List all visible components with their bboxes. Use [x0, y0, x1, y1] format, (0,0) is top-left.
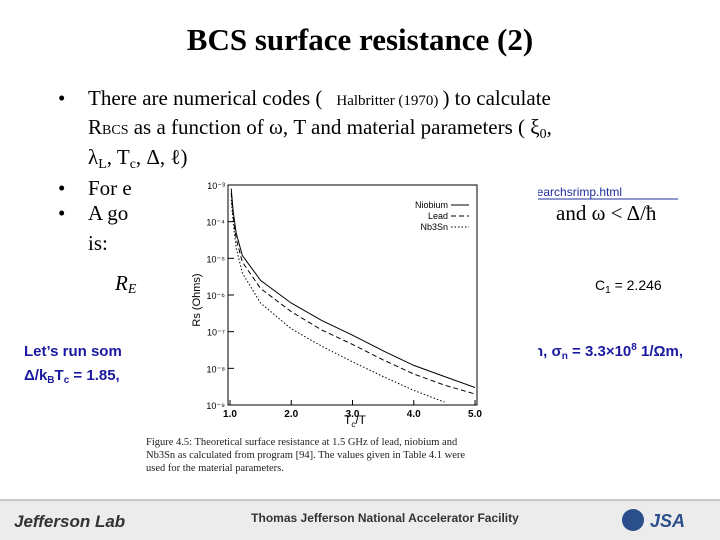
- figure-background: [148, 172, 538, 482]
- series-line: [230, 193, 476, 395]
- series-line: [230, 199, 445, 403]
- formula-constant: C1 = 2.246: [595, 277, 662, 296]
- text: There are numerical codes (: [88, 86, 322, 110]
- text: n, σn = 3.3×108 1/Ωm,: [534, 342, 683, 362]
- subscript: c: [351, 420, 355, 429]
- caption: Nb3Sn as calculated from program [94]. T…: [146, 450, 465, 461]
- link[interactable]: e/researchsrimp.html: [510, 185, 622, 199]
- text: = 1.85,: [69, 367, 119, 384]
- x-tick-label: 4.0: [407, 409, 421, 420]
- bullet: •: [58, 201, 65, 225]
- text: R: [114, 271, 128, 295]
- legend-label: Niobium: [415, 200, 448, 210]
- text: For e: [88, 176, 132, 200]
- subscript: 1: [605, 285, 611, 296]
- y-tick-label: 10⁻⁵: [207, 254, 226, 264]
- bullet: •: [58, 176, 65, 200]
- subscript: c: [64, 375, 70, 386]
- text: λL, Tc, Δ, ℓ): [88, 145, 187, 172]
- bullet: •: [58, 86, 65, 110]
- text: ,: [547, 115, 552, 139]
- text: C: [595, 277, 605, 293]
- y-tick-label: 10⁻³: [207, 181, 225, 191]
- text: /T: [355, 413, 366, 427]
- y-tick-label: 10⁻⁴: [206, 218, 225, 228]
- figure: 10⁻⁹ 10⁻⁸ 10⁻⁷ 10⁻⁶ 10⁻⁵ 10⁻⁴ 10⁻³ 1.0 2.0 3.0 4.0…: [206, 181, 482, 420]
- footer-lab: Jefferson Lab: [14, 512, 125, 531]
- text: = 2.246: [611, 277, 662, 293]
- legend-label: Lead: [428, 211, 448, 221]
- subscript: c: [130, 157, 136, 172]
- text: = 3.3×10: [568, 343, 631, 360]
- footer-bar: [0, 500, 720, 540]
- y-tick-label: 10⁻⁸: [206, 364, 225, 374]
- legend-label: Nb3Sn: [420, 222, 448, 232]
- text: Let’s run som: [24, 343, 122, 360]
- text: There are numerical codes ( Halbritter (1…: [88, 86, 551, 110]
- reference: Halbritter (1970): [336, 93, 438, 109]
- caption: used for the material parameters.: [146, 463, 284, 474]
- logo: [622, 509, 644, 531]
- text: T: [344, 413, 352, 427]
- footer-facility: Thomas Jefferson National Accelerator Fa…: [251, 511, 519, 525]
- y-tick-label: 10⁻⁹: [206, 401, 225, 411]
- text: is:: [88, 231, 108, 255]
- text: T: [55, 367, 64, 384]
- x-axis-label: Tc/T: [344, 413, 367, 429]
- text: Δ/k: [24, 367, 48, 384]
- subscript: B: [47, 375, 54, 386]
- text: R: [88, 115, 102, 139]
- x-tick-label: 5.0: [468, 409, 482, 420]
- text: 1/Ωm,: [637, 343, 683, 360]
- text: RBCS as a function of ω, T and material …: [88, 115, 552, 142]
- text: and ω < Δ/ħ: [556, 201, 657, 225]
- subscript: BCS: [102, 123, 128, 138]
- text: as a function of ω, T and material param…: [128, 115, 539, 139]
- text: λ: [88, 145, 99, 169]
- y-axis-label: Rs (Ohms): [191, 273, 203, 326]
- subscript: E: [127, 282, 137, 297]
- text: Δ/kBTc = 1.85,: [24, 367, 120, 386]
- x-tick-label: 1.0: [223, 409, 237, 420]
- text: A go: [88, 201, 128, 225]
- text: , Δ, ℓ): [136, 145, 188, 169]
- formula: RE: [114, 271, 137, 297]
- slide-title: BCS surface resistance (2): [187, 22, 533, 57]
- y-tick-label: 10⁻⁷: [207, 328, 225, 338]
- text: ) to calculate: [442, 86, 550, 110]
- text: n, σ: [534, 343, 562, 360]
- subscript: L: [98, 157, 107, 172]
- y-tick-label: 10⁻⁶: [207, 291, 226, 301]
- subscript: n: [562, 351, 568, 362]
- text: , T: [107, 145, 130, 169]
- x-tick-label: 3.0: [346, 409, 360, 420]
- subscript: 0: [540, 127, 547, 142]
- caption: Figure 4.5: Theoretical surface resistan…: [146, 437, 458, 448]
- superscript: 8: [631, 342, 637, 353]
- footer-jsa: JSA: [650, 511, 685, 531]
- x-tick-label: 2.0: [284, 409, 298, 420]
- series-line: [230, 188, 476, 388]
